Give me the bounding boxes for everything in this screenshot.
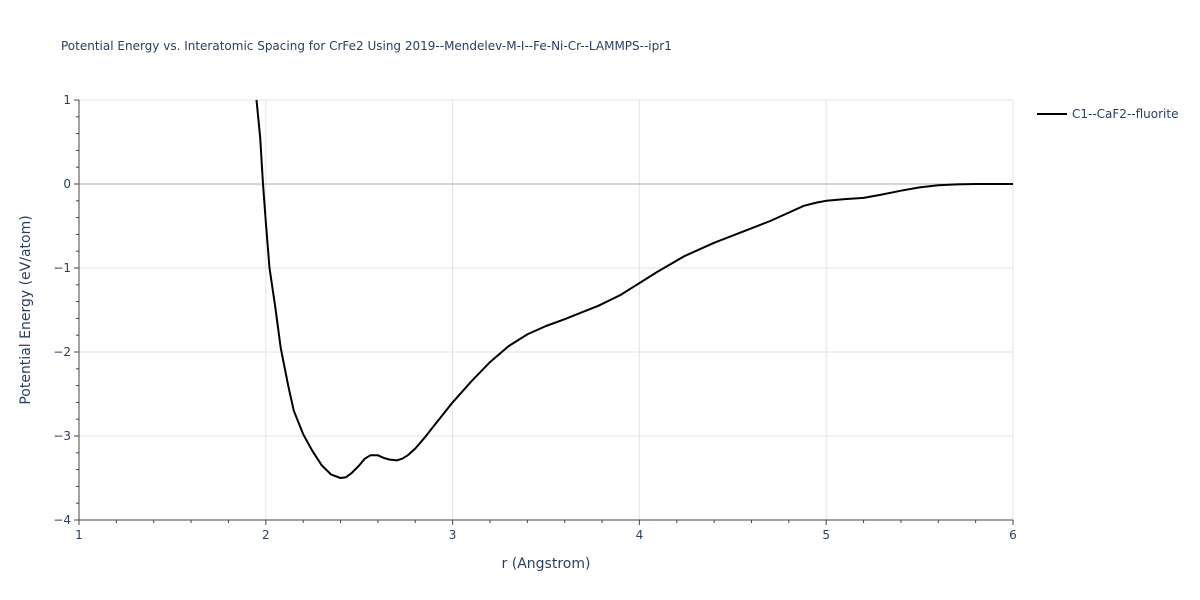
y-tick-label: −2 [53, 345, 71, 359]
chart-title: Potential Energy vs. Interatomic Spacing… [61, 39, 672, 53]
x-tick-label: 6 [1009, 528, 1017, 542]
legend-label: C1--CaF2--fluorite [1072, 107, 1178, 121]
y-axis-label: Potential Energy (eV/atom) [18, 215, 34, 404]
y-tick-label: 1 [63, 93, 71, 107]
series-line [255, 99, 1013, 479]
series-layer [255, 99, 1013, 479]
x-tick-label: 1 [75, 528, 83, 542]
x-axis-label: r (Angstrom) [502, 556, 591, 572]
x-tick-label: 3 [449, 528, 457, 542]
x-tick-label: 4 [636, 528, 644, 542]
legend[interactable]: C1--CaF2--fluorite [1037, 107, 1178, 121]
y-tick-label: 0 [63, 177, 71, 191]
y-tick-label: −1 [53, 261, 71, 275]
y-tick-labels: 1 0 −1 −2 −3 −4 [53, 93, 71, 527]
grid [79, 99, 1014, 520]
y-tick-label: −4 [53, 513, 71, 527]
x-tick-labels: 1 2 3 4 5 6 [75, 528, 1017, 542]
x-tick-label: 5 [822, 528, 830, 542]
axes [74, 99, 1014, 525]
y-tick-label: −3 [53, 429, 71, 443]
x-tick-label: 2 [262, 528, 270, 542]
